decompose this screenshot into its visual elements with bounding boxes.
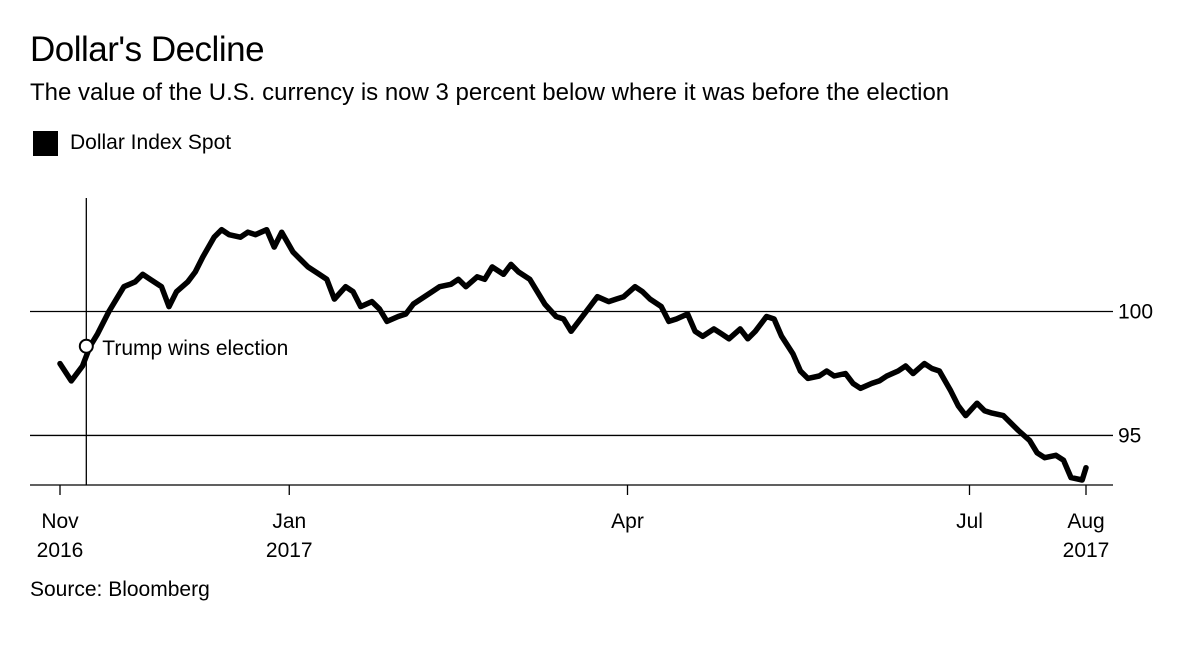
x-tick-label-4: Aug (1067, 510, 1104, 533)
x-tick-label-0: Nov (41, 510, 79, 533)
x-tick-label-1: Jan (272, 510, 306, 533)
x-tick-label-2: Apr (611, 510, 644, 533)
series-line-dollar-index (57, 226, 1089, 483)
x-tick-sublabel-4: 2017 (1063, 539, 1110, 562)
annotation-marker (78, 338, 94, 354)
legend: Dollar Index Spot (33, 129, 231, 157)
chart-subtitle: The value of the U.S. currency is now 3 … (30, 79, 950, 106)
legend-label: Dollar Index Spot (70, 131, 232, 154)
series-layer (57, 226, 1089, 483)
source-note: Source: Bloomberg (30, 578, 210, 601)
marker-layer (78, 338, 94, 354)
x-tick-sublabel-1: 2017 (266, 539, 313, 562)
tick-layer: 95 100 Nov 2016 Jan 2017 Apr Jul Aug 2017 (37, 301, 1153, 562)
y-tick-label-100: 100 (1118, 301, 1153, 324)
annotation-label: Trump wins election (102, 337, 288, 360)
annotation-layer: Trump wins election (85, 198, 288, 485)
grid-layer (30, 310, 1113, 486)
x-tick-label-3: Jul (956, 510, 983, 533)
x-tick-sublabel-0: 2016 (37, 539, 84, 562)
chart-title: Dollar's Decline (30, 30, 265, 69)
legend-swatch (33, 130, 58, 156)
y-tick-label-95: 95 (1118, 424, 1141, 447)
